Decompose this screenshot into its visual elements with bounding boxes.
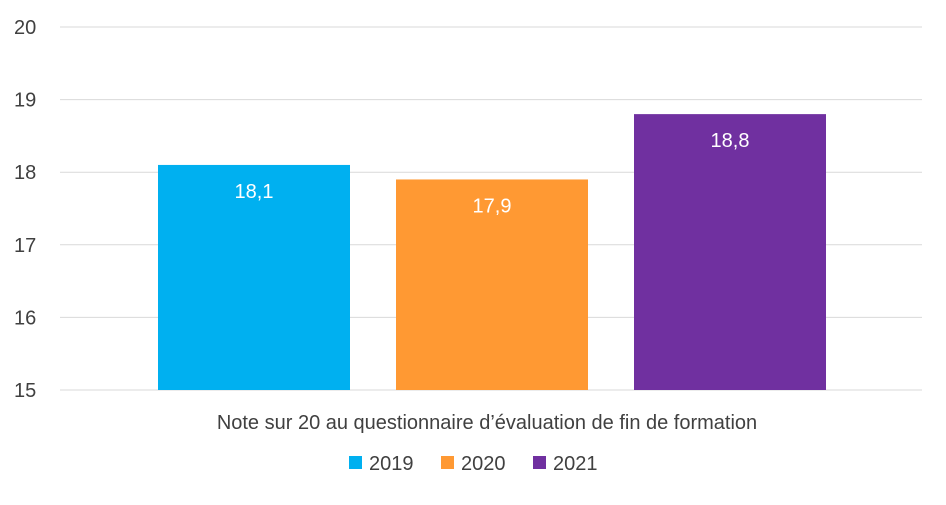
- data-labels: 18,1 17,9 18,8: [235, 130, 750, 217]
- data-label-2020: 17,9: [473, 195, 512, 217]
- bar-2019: [158, 164, 350, 390]
- legend-label-2019: 2019: [369, 453, 414, 475]
- bar-2020: [396, 179, 588, 390]
- legend: 2019 2020 2021: [349, 453, 598, 475]
- legend-label-2021: 2021: [553, 453, 598, 475]
- data-label-2019: 18,1: [235, 181, 274, 203]
- y-tick-label: 20: [14, 17, 36, 39]
- legend-label-2020: 2020: [461, 453, 506, 475]
- x-axis-title: Note sur 20 au questionnaire d’évaluatio…: [217, 412, 757, 434]
- legend-swatch-2020: [441, 456, 454, 469]
- y-axis-tick-labels: 15 16 17 18 19 20: [14, 17, 36, 402]
- bars: [158, 114, 826, 391]
- bar-2021: [634, 114, 826, 391]
- y-tick-label: 15: [14, 380, 36, 402]
- y-tick-label: 17: [14, 235, 36, 257]
- data-label-2021: 18,8: [711, 130, 750, 152]
- legend-swatch-2019: [349, 456, 362, 469]
- y-tick-label: 16: [14, 307, 36, 329]
- legend-swatch-2021: [533, 456, 546, 469]
- y-tick-label: 19: [14, 90, 36, 112]
- y-tick-label: 18: [14, 162, 36, 184]
